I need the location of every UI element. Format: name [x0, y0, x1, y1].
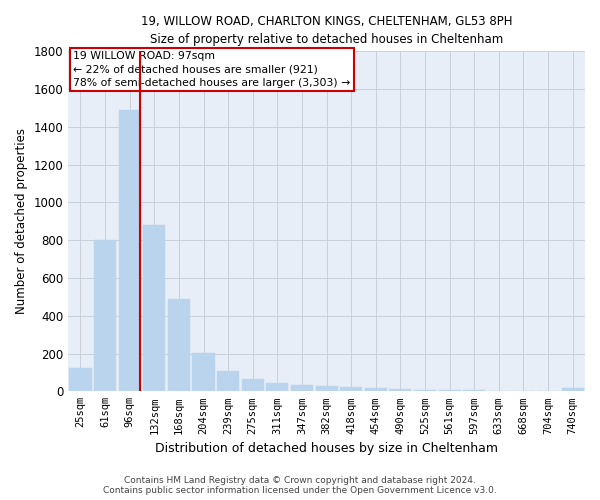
Bar [291, 384, 313, 392]
Bar [242, 379, 264, 392]
Text: 19 WILLOW ROAD: 97sqm
← 22% of detached houses are smaller (921)
78% of semi-det: 19 WILLOW ROAD: 97sqm ← 22% of detached … [73, 52, 350, 88]
Bar [512, 390, 535, 392]
Title: 19, WILLOW ROAD, CHARLTON KINGS, CHELTENHAM, GL53 8PH
Size of property relative : 19, WILLOW ROAD, CHARLTON KINGS, CHELTEN… [141, 15, 512, 46]
Bar [143, 225, 166, 392]
Bar [389, 390, 412, 392]
Bar [119, 110, 141, 392]
Bar [266, 383, 289, 392]
Bar [463, 390, 485, 392]
Bar [365, 388, 387, 392]
Bar [562, 388, 584, 392]
Bar [94, 240, 116, 392]
Bar [217, 372, 239, 392]
Bar [414, 390, 436, 392]
Y-axis label: Number of detached properties: Number of detached properties [15, 128, 28, 314]
Bar [439, 390, 461, 392]
Bar [168, 299, 190, 392]
Text: Contains HM Land Registry data © Crown copyright and database right 2024.
Contai: Contains HM Land Registry data © Crown c… [103, 476, 497, 495]
Bar [340, 386, 362, 392]
X-axis label: Distribution of detached houses by size in Cheltenham: Distribution of detached houses by size … [155, 442, 498, 455]
Bar [70, 368, 92, 392]
Bar [488, 390, 510, 392]
Bar [193, 352, 215, 392]
Bar [316, 386, 338, 392]
